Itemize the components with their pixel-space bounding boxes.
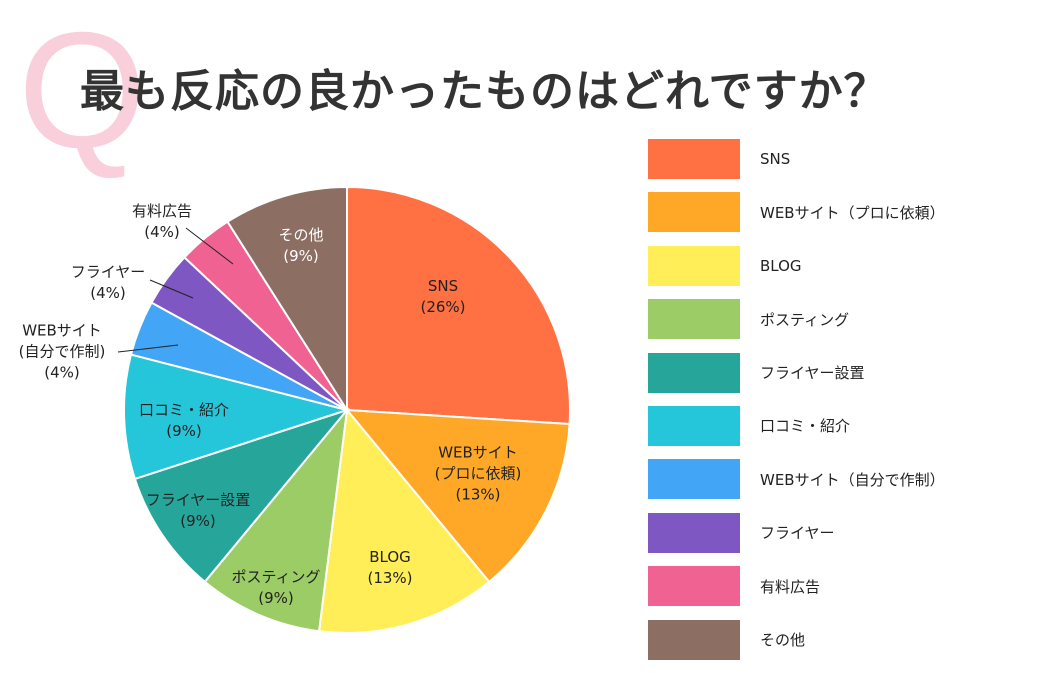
slice-label-text: 口コミ・紹介 xyxy=(138,401,230,419)
slice-percent: (13%) xyxy=(455,485,501,504)
slice-label-5: 口コミ・紹介 (9%) xyxy=(139,400,229,442)
legend-swatch xyxy=(648,459,740,500)
legend-label: フライヤー設置 xyxy=(760,364,865,383)
legend-swatch xyxy=(648,299,740,340)
slice-percent: (26%) xyxy=(420,298,466,316)
legend-swatch xyxy=(648,352,740,393)
legend-swatch xyxy=(648,512,740,553)
slice-label-9: その他 (9%) xyxy=(278,225,323,267)
legend-label: ポスティング xyxy=(760,310,850,329)
legend-swatch xyxy=(648,139,740,179)
leader-line-8 xyxy=(185,227,234,265)
legend-label: SNS xyxy=(760,150,791,168)
slice-label-text: ポスティング xyxy=(231,568,321,586)
slice-percent: (9%) xyxy=(258,589,294,607)
legend-item: WEBサイト（自分で作制） xyxy=(648,459,945,500)
slice-label-text: BLOG xyxy=(369,548,411,566)
legend-swatch xyxy=(648,405,740,446)
slice-label-8: 有料広告 (4%) xyxy=(132,201,192,243)
slice-label-text: (自分で作制) xyxy=(18,342,106,361)
legend-item: ポスティング xyxy=(648,299,945,340)
legend-label: 有料広告 xyxy=(760,577,821,596)
legend-item: 有料広告 xyxy=(648,566,945,607)
legend-label: WEBサイト（プロに依頼） xyxy=(760,203,945,222)
slice-percent: (9%) xyxy=(180,512,216,530)
slice-percent: (13%) xyxy=(367,569,413,587)
slice-label-text: その他 xyxy=(278,226,324,244)
slice-label-text: 有料広告 xyxy=(131,202,193,220)
q-mark: Q xyxy=(18,0,147,182)
pie-slice-9 xyxy=(226,185,348,414)
pie-slice-1 xyxy=(344,408,571,584)
slice-percent: (4%) xyxy=(90,284,126,302)
pie-slice-2 xyxy=(317,407,491,634)
slice-percent: (4%) xyxy=(144,223,180,241)
slice-percent: (9%) xyxy=(166,422,202,440)
legend-item: 口コミ・紹介 xyxy=(648,405,945,446)
legend-label: その他 xyxy=(760,631,806,650)
chart-title: 最も反応の良かったものはどれですか？ xyxy=(80,66,889,117)
legend-swatch xyxy=(648,566,740,607)
slice-label-4: フライヤー設置 (9%) xyxy=(146,490,251,532)
legend-label: フライヤー xyxy=(760,524,835,543)
slice-label-3: ポスティング (9%) xyxy=(231,567,320,609)
slice-label-text: フライヤー xyxy=(70,263,146,281)
legend-label: WEBサイト（自分で作制） xyxy=(760,470,945,489)
leader-line-7 xyxy=(149,279,194,299)
legend-swatch xyxy=(648,245,740,286)
slice-label-1: WEBサイト (プロに依頼) (13%) xyxy=(435,443,522,506)
leader-line-6 xyxy=(117,344,179,353)
slice-label-text: SNS xyxy=(427,277,459,295)
legend-item: SNS xyxy=(648,139,945,179)
legend-item: フライヤー設置 xyxy=(648,352,945,393)
legend-item: BLOG xyxy=(648,245,945,286)
legend-label: BLOG xyxy=(760,256,802,275)
pie-slice-4 xyxy=(133,407,350,584)
slice-percent: (4%) xyxy=(44,363,80,382)
legend-item: フライヤー xyxy=(648,512,945,553)
slice-label-text: フライヤー設置 xyxy=(145,491,251,509)
pie-slice-3 xyxy=(203,406,349,633)
pie-slice-0 xyxy=(346,185,571,426)
legend-label: 口コミ・紹介 xyxy=(760,417,851,436)
slice-label-text: WEBサイト xyxy=(22,321,102,340)
slice-label-7: フライヤー (4%) xyxy=(71,262,146,304)
slice-label-2: BLOG (13%) xyxy=(367,547,412,589)
legend: SNS WEBサイト（プロに依頼） BLOG ポスティング フライヤー設置 口コミ・紹介 W… xyxy=(648,139,945,673)
slice-percent: (9%) xyxy=(283,247,319,265)
legend-item: WEBサイト（プロに依頼） xyxy=(648,192,945,233)
legend-item: その他 xyxy=(648,619,945,660)
slice-label-text: WEBサイト xyxy=(438,443,518,462)
legend-swatch xyxy=(648,192,740,233)
legend-swatch xyxy=(648,619,740,660)
pie-slice-5 xyxy=(123,353,351,481)
slice-label-0: SNS (26%) xyxy=(420,276,465,318)
slice-label-text: (プロに依頼) xyxy=(434,464,522,483)
slice-label-6: WEBサイト (自分で作制) (4%) xyxy=(19,321,106,384)
